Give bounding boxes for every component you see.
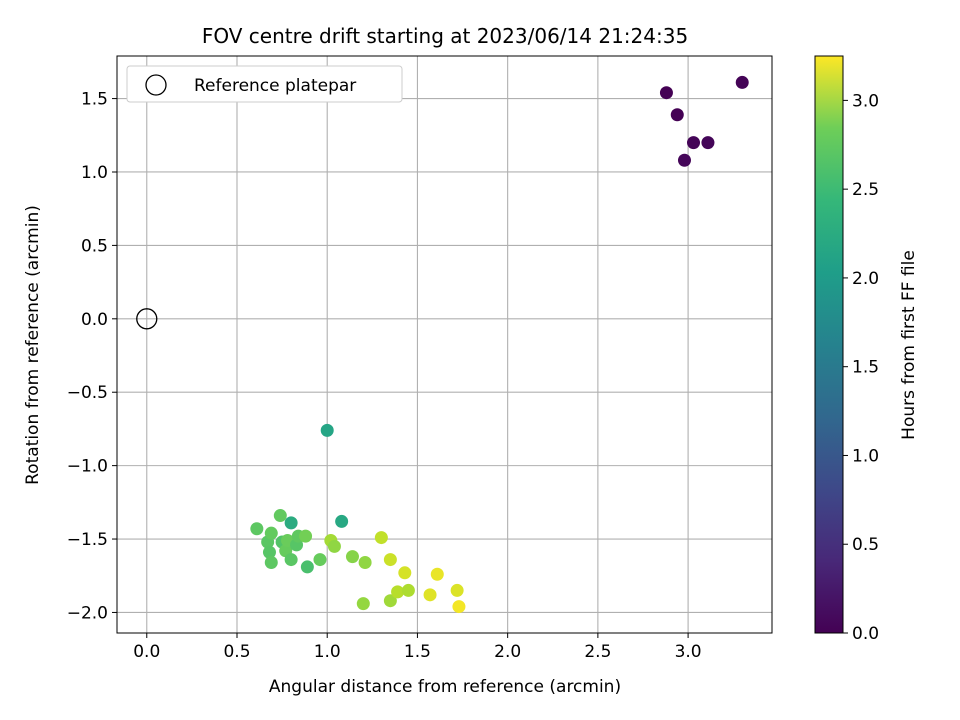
x-tick-label: 0.0 bbox=[133, 642, 160, 662]
scatter-point bbox=[450, 583, 464, 597]
scatter-point bbox=[335, 514, 349, 528]
x-tick-label: 3.0 bbox=[675, 642, 702, 662]
reference-marker bbox=[136, 308, 158, 330]
x-tick-label: 2.0 bbox=[494, 642, 521, 662]
scatter-point bbox=[264, 556, 278, 570]
x-tick-label: 0.5 bbox=[223, 642, 250, 662]
chart-title: FOV centre drift starting at 2023/06/14 … bbox=[202, 24, 688, 48]
y-tick-label: −2.0 bbox=[67, 603, 108, 623]
scatter-point bbox=[299, 529, 313, 543]
scatter-point bbox=[284, 553, 298, 567]
colorbar-tick-label: 0.0 bbox=[852, 624, 879, 644]
colorbar-tick-label: 1.5 bbox=[852, 358, 879, 378]
plot-frame bbox=[116, 55, 773, 634]
scatter-point bbox=[401, 583, 415, 597]
scatter-point bbox=[687, 136, 701, 150]
x-axis-label: Angular distance from reference (arcmin) bbox=[269, 677, 621, 697]
scatter-point bbox=[264, 526, 278, 540]
y-tick-label: 1.0 bbox=[81, 163, 108, 183]
colorbar-ticks: 0.0 0.5 1.0 1.5 2.0 2.5 3.0 bbox=[843, 91, 879, 644]
scatter-point bbox=[327, 539, 341, 553]
scatter-point bbox=[701, 136, 715, 150]
scatter-point bbox=[383, 594, 397, 608]
x-axis-ticks: 0.0 0.5 1.0 1.5 2.0 2.5 3.0 bbox=[133, 633, 702, 662]
scatter-point bbox=[358, 556, 372, 570]
colorbar-tick-label: 2.0 bbox=[852, 269, 879, 289]
scatter-point bbox=[735, 75, 749, 89]
y-tick-label: −1.0 bbox=[67, 457, 108, 477]
y-axis-label: Rotation from reference (arcmin) bbox=[23, 205, 43, 485]
colorbar-tick-label: 2.5 bbox=[852, 180, 879, 200]
colorbar-gradient bbox=[815, 56, 843, 633]
scatter-point bbox=[250, 522, 264, 536]
scatter-point bbox=[284, 516, 298, 530]
legend-marker-reference bbox=[145, 74, 167, 96]
y-axis-ticks: −2.0 −1.5 −1.0 −0.5 0.0 0.5 1.0 1.5 bbox=[67, 90, 117, 623]
scatter-point bbox=[300, 560, 314, 574]
colorbar-frame bbox=[814, 55, 844, 634]
scatter-point bbox=[356, 597, 370, 611]
scatter-point bbox=[659, 86, 673, 100]
legend-box bbox=[126, 65, 403, 103]
scatter-point bbox=[374, 531, 388, 545]
scatter-point bbox=[670, 108, 684, 122]
colorbar-tick-label: 3.0 bbox=[852, 91, 879, 111]
colorbar-label: Hours from first FF file bbox=[899, 250, 919, 440]
colorbar-tick-label: 0.5 bbox=[852, 535, 879, 555]
scatter-point bbox=[262, 545, 276, 559]
colorbar-tick-label: 1.0 bbox=[852, 446, 879, 466]
plot-background bbox=[117, 56, 772, 633]
scatter-points bbox=[250, 75, 749, 614]
scatter-point bbox=[398, 566, 412, 580]
colorbar: 0.0 0.5 1.0 1.5 2.0 2.5 3.0 Hours from first F… bbox=[814, 55, 919, 644]
legend-label-reference: Reference platepar bbox=[194, 76, 356, 96]
y-tick-label: −1.5 bbox=[67, 530, 108, 550]
scatter-point bbox=[273, 509, 287, 523]
y-tick-label: 0.0 bbox=[81, 310, 108, 330]
reference-platepar-point bbox=[136, 308, 158, 330]
legend: Reference platepar bbox=[126, 65, 403, 103]
grid bbox=[117, 56, 772, 633]
scatter-point bbox=[320, 423, 334, 437]
scatter-point bbox=[345, 550, 359, 564]
y-tick-label: −0.5 bbox=[67, 383, 108, 403]
scatter-point bbox=[430, 567, 444, 581]
scatter-point bbox=[677, 153, 691, 167]
scatter-point bbox=[313, 553, 327, 567]
scatter-point bbox=[391, 585, 405, 599]
y-tick-label: 0.5 bbox=[81, 236, 108, 256]
x-tick-label: 2.5 bbox=[584, 642, 611, 662]
y-tick-label: 1.5 bbox=[81, 90, 108, 110]
scatter-point bbox=[452, 600, 466, 614]
x-tick-label: 1.5 bbox=[404, 642, 431, 662]
x-tick-label: 1.0 bbox=[314, 642, 341, 662]
scatter-point bbox=[383, 553, 397, 567]
scatter-point bbox=[423, 588, 437, 602]
plot-area: 0.0 0.5 1.0 1.5 2.0 2.5 3.0 −2.0 −1.5 −1.0 −0.5 0.… bbox=[67, 55, 773, 662]
